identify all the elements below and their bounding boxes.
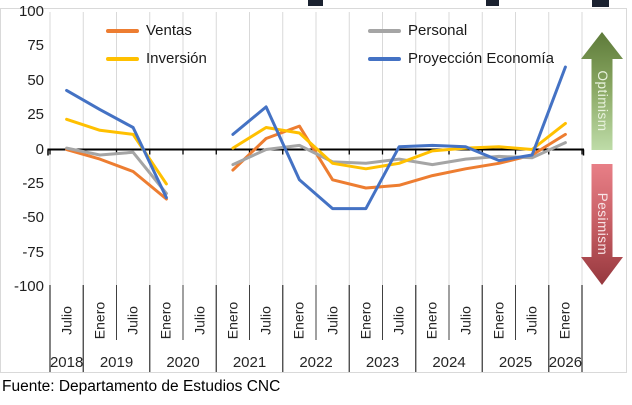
series-line-personal [231,141,567,167]
pesimism-label: Pesimism [595,192,610,256]
legend-item-inversi-n: Inversión [106,48,368,69]
x-axis-year-label: 2022 [299,354,333,371]
x-axis-month-label: Julio [191,306,208,335]
pesimism-arrow-icon [581,164,623,285]
x-axis-year-label: 2019 [99,354,134,371]
legend-line-swatch [368,56,401,61]
legend-item-personal: Personal [368,20,608,41]
x-axis-month-label: Enero [290,301,307,340]
y-axis-tick-label: 25 [27,106,44,124]
x-axis-month-label: Enero [357,301,374,340]
x-axis-month-label: Julio [58,306,75,335]
x-axis-year-label: 2021 [232,354,267,371]
x-axis-month-label: Enero [423,301,440,340]
x-axis-month-label: Julio [324,306,341,335]
y-axis-tick-label: -75 [22,243,44,261]
x-axis-month-label: Julio [257,306,274,335]
y-axis-tick-label: -100 [13,278,44,295]
legend-line-swatch [106,56,139,61]
x-axis-month-label: Enero [224,301,241,340]
series-line-proyecci-n-econom-a [231,65,567,211]
legend-label: Ventas [146,22,192,39]
legend: Ventas Personal Inversión Proyección Econom… [106,20,608,69]
series-line-inversi-n [231,121,567,171]
legend-line-swatch [368,28,401,33]
legend-label: Proyección Economía [408,50,554,67]
x-axis-year-label: 2025 [498,354,533,371]
y-axis-tick-label: 100 [18,3,44,20]
x-axis-month-label: Enero [91,301,108,340]
legend-item-ventas: Ventas [106,20,368,41]
y-axis-tick-label: 75 [27,37,44,55]
x-axis-year-label: 2023 [365,354,400,371]
y-axis-tick-label: 0 [35,140,44,158]
series-line-personal [65,146,168,195]
x-axis-month-label: Julio [523,306,540,335]
plot-area [47,12,585,372]
x-axis-month-label: Julio [124,306,141,335]
source-note: Fuente: Departamento de Estudios CNC [2,378,281,395]
cropped-title-fragment [486,0,499,6]
y-axis-tick-label: -50 [22,209,44,227]
cropped-title-fragment [308,0,323,6]
x-axis-year-label: 2018 [49,354,84,371]
x-axis-month-label: Enero [490,301,507,340]
x-axis-year-label: 2026 [548,354,583,371]
optimism-label: Optimism [595,70,610,132]
legend-item-proyecci-n-econom-a: Proyección Economía [368,48,608,69]
x-axis-year-label: 2024 [432,354,466,371]
legend-line-swatch [106,28,139,33]
legend-label: Inversión [146,50,207,67]
x-axis-year-label: 2020 [166,354,200,371]
x-axis-month-label: Julio [390,306,407,335]
x-axis-month-label: Julio [457,306,474,335]
series-line-ventas [65,148,168,201]
y-axis-tick-label: -25 [22,174,44,192]
x-axis-month-label: Enero [556,301,573,340]
cropped-title-fragment [592,0,609,7]
y-axis-tick-label: 50 [27,71,44,89]
x-axis-month-label: Enero [157,301,174,340]
legend-label: Personal [408,22,468,39]
optimism-arrow-icon [581,32,623,150]
series-line-proyecci-n-econom-a [65,88,168,200]
